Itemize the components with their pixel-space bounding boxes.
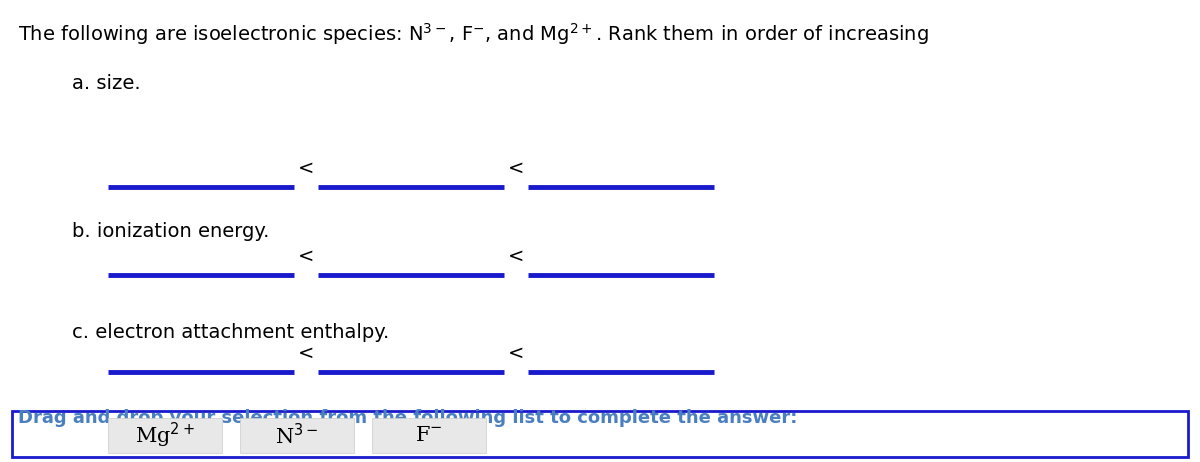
Text: b. ionization energy.: b. ionization energy. xyxy=(72,222,269,241)
Text: <: < xyxy=(508,247,524,266)
Text: Drag and drop your selection from the following list to complete the answer:: Drag and drop your selection from the fo… xyxy=(18,409,797,427)
FancyBboxPatch shape xyxy=(372,418,486,453)
FancyBboxPatch shape xyxy=(240,418,354,453)
Text: N$^{3-}$: N$^{3-}$ xyxy=(275,423,319,448)
Text: c. electron attachment enthalpy.: c. electron attachment enthalpy. xyxy=(72,323,389,342)
Text: a. size.: a. size. xyxy=(72,74,140,93)
Text: <: < xyxy=(298,344,314,363)
Text: Mg$^{2+}$: Mg$^{2+}$ xyxy=(136,421,194,450)
Text: <: < xyxy=(298,159,314,178)
Text: F$^{-}$: F$^{-}$ xyxy=(415,426,443,445)
FancyBboxPatch shape xyxy=(108,418,222,453)
FancyBboxPatch shape xyxy=(12,411,1188,457)
Text: <: < xyxy=(508,159,524,178)
Text: <: < xyxy=(508,344,524,363)
Text: <: < xyxy=(298,247,314,266)
Text: The following are isoelectronic species: N$^{3-}$, F$^{-}$, and Mg$^{2+}$. Rank : The following are isoelectronic species:… xyxy=(18,21,929,47)
